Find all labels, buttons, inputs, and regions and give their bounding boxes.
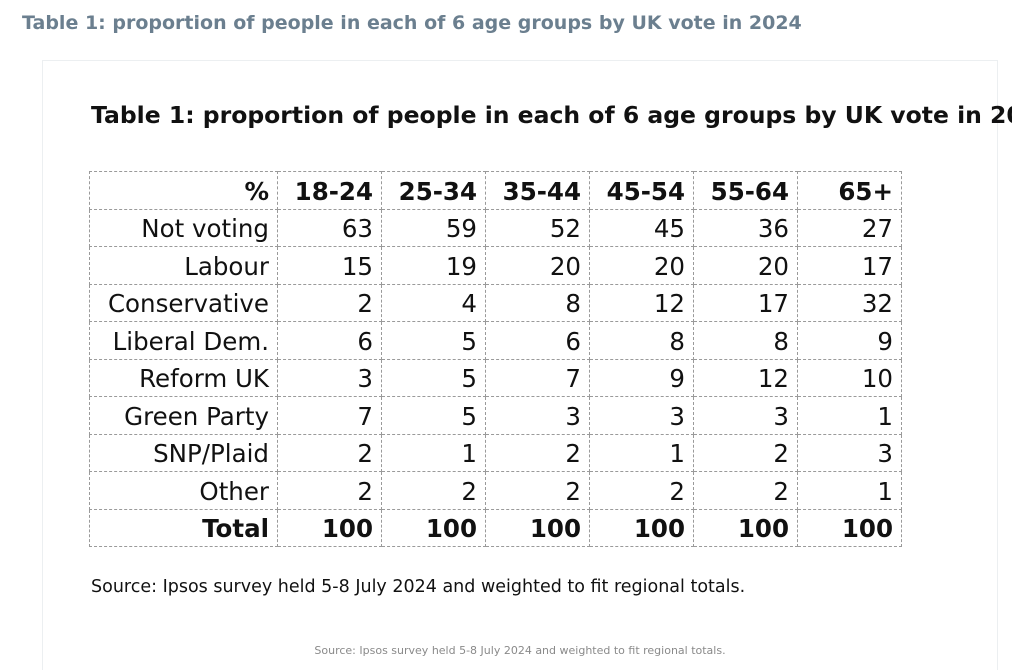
table-row: Other 2 2 2 2 2 1 — [89, 471, 902, 510]
table-cell: 17 — [797, 246, 902, 285]
table-cell: 2 — [381, 471, 486, 510]
table-header-row: % 18-24 25-34 35-44 45-54 55-64 65+ — [89, 171, 902, 210]
table-row: Green Party 7 5 3 3 3 1 — [89, 396, 902, 435]
table-cell: 2 — [485, 433, 590, 472]
table-source-note: Source: Ipsos survey held 5-8 July 2024 … — [91, 577, 746, 597]
table-row: Labour 15 19 20 20 20 17 — [89, 246, 902, 285]
table-cell: 12 — [589, 283, 694, 322]
table-cell: 2 — [693, 471, 798, 510]
table-cell: 3 — [277, 358, 382, 397]
row-label: Green Party — [89, 396, 278, 435]
corner-label: % — [89, 171, 278, 210]
table-title: Table 1: proportion of people in each of… — [91, 101, 1012, 129]
table-cell: 2 — [485, 471, 590, 510]
table-cell: 45 — [589, 208, 694, 247]
table-cell: 1 — [797, 396, 902, 435]
table-cell: 100 — [589, 508, 694, 547]
table-cell: 20 — [693, 246, 798, 285]
page-heading: Table 1: proportion of people in each of… — [22, 12, 802, 34]
table-cell: 3 — [589, 396, 694, 435]
table-cell: 6 — [277, 321, 382, 360]
table-cell: 5 — [381, 396, 486, 435]
vote-by-age-table: % 18-24 25-34 35-44 45-54 55-64 65+ Not … — [89, 171, 902, 547]
table-cell: 5 — [381, 321, 486, 360]
table-cell: 1 — [589, 433, 694, 472]
table-cell: 20 — [589, 246, 694, 285]
table-cell: 100 — [797, 508, 902, 547]
table-cell: 32 — [797, 283, 902, 322]
table-cell: 7 — [277, 396, 382, 435]
row-label: Labour — [89, 246, 278, 285]
column-header: 45-54 — [589, 171, 694, 210]
table-cell: 27 — [797, 208, 902, 247]
table-cell: 3 — [797, 433, 902, 472]
column-header: 25-34 — [381, 171, 486, 210]
column-header: 18-24 — [277, 171, 382, 210]
table-row: Liberal Dem. 6 5 6 8 8 9 — [89, 321, 902, 360]
table-cell: 8 — [693, 321, 798, 360]
table-cell: 2 — [277, 433, 382, 472]
table-cell: 8 — [589, 321, 694, 360]
table-cell: 2 — [277, 471, 382, 510]
table-cell: 36 — [693, 208, 798, 247]
table-cell: 4 — [381, 283, 486, 322]
table-cell: 100 — [693, 508, 798, 547]
table-cell: 10 — [797, 358, 902, 397]
table-cell: 9 — [797, 321, 902, 360]
table-row: Reform UK 3 5 7 9 12 10 — [89, 358, 902, 397]
table-cell: 17 — [693, 283, 798, 322]
row-label: Liberal Dem. — [89, 321, 278, 360]
table-cell: 63 — [277, 208, 382, 247]
table-cell: 59 — [381, 208, 486, 247]
table-cell: 3 — [693, 396, 798, 435]
row-label: Conservative — [89, 283, 278, 322]
table-cell: 12 — [693, 358, 798, 397]
figure-caption: Source: Ipsos survey held 5-8 July 2024 … — [314, 644, 726, 657]
table-figure: Table 1: proportion of people in each of… — [42, 60, 1012, 670]
table-cell: 20 — [485, 246, 590, 285]
table-cell: 7 — [485, 358, 590, 397]
table-cell: 15 — [277, 246, 382, 285]
table-cell: 2 — [277, 283, 382, 322]
column-header: 55-64 — [693, 171, 798, 210]
row-label: SNP/Plaid — [89, 433, 278, 472]
table-cell: 3 — [485, 396, 590, 435]
table-cell: 6 — [485, 321, 590, 360]
table-cell: 52 — [485, 208, 590, 247]
table-row: Not voting 63 59 52 45 36 27 — [89, 208, 902, 247]
table-cell: 100 — [277, 508, 382, 547]
table-cell: 19 — [381, 246, 486, 285]
table-cell: 1 — [381, 433, 486, 472]
row-label: Other — [89, 471, 278, 510]
total-row: Total 100 100 100 100 100 100 — [89, 508, 902, 547]
column-header: 65+ — [797, 171, 902, 210]
row-label: Not voting — [89, 208, 278, 247]
table-cell: 5 — [381, 358, 486, 397]
column-header: 35-44 — [485, 171, 590, 210]
table-cell: 2 — [589, 471, 694, 510]
table-row: Conservative 2 4 8 12 17 32 — [89, 283, 902, 322]
table-cell: 8 — [485, 283, 590, 322]
table-cell: 9 — [589, 358, 694, 397]
row-label: Total — [89, 508, 278, 547]
table-cell: 100 — [485, 508, 590, 547]
table-cell: 2 — [693, 433, 798, 472]
row-label: Reform UK — [89, 358, 278, 397]
table-cell: 100 — [381, 508, 486, 547]
table-row: SNP/Plaid 2 1 2 1 2 3 — [89, 433, 902, 472]
table-cell: 1 — [797, 471, 902, 510]
